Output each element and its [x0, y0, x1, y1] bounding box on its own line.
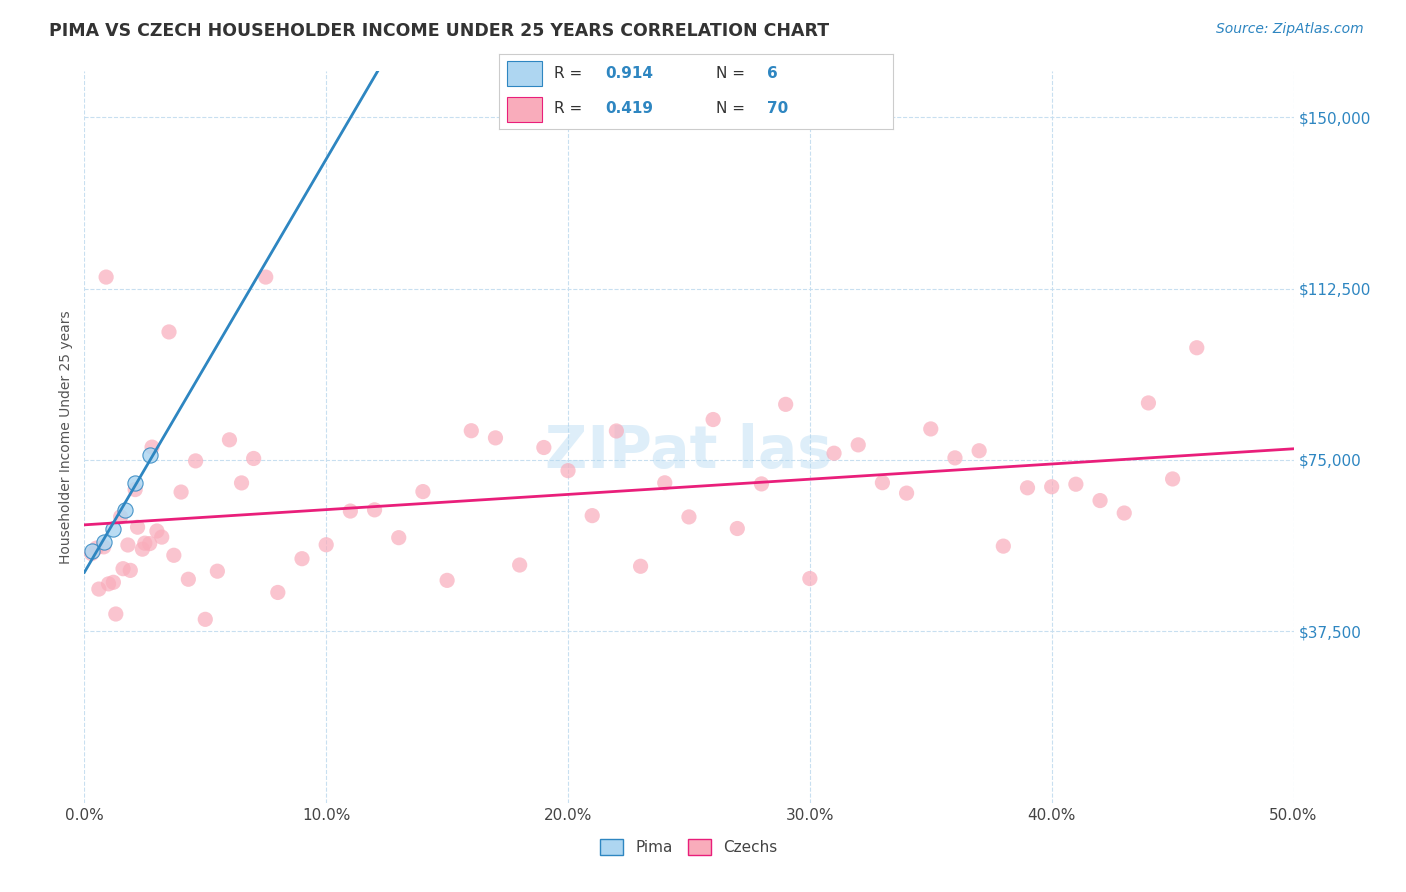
- Text: N =: N =: [716, 66, 749, 81]
- Point: [1185, 341, 1208, 355]
- Text: 0.419: 0.419: [606, 102, 654, 116]
- Point: [872, 475, 894, 490]
- Point: [163, 549, 186, 563]
- Point: [1114, 506, 1136, 520]
- Text: 0.914: 0.914: [606, 66, 654, 81]
- Point: [103, 575, 125, 590]
- Point: [654, 475, 676, 490]
- Point: [920, 422, 942, 436]
- Point: [605, 424, 627, 438]
- Point: [412, 484, 434, 499]
- Point: [630, 559, 652, 574]
- Point: [150, 530, 173, 544]
- Point: [1088, 493, 1111, 508]
- Point: [207, 564, 229, 578]
- Point: [110, 509, 132, 524]
- Point: [846, 438, 869, 452]
- Text: R =: R =: [554, 66, 588, 81]
- Point: [170, 485, 193, 500]
- Point: [124, 475, 146, 490]
- Point: [141, 440, 163, 454]
- Point: [896, 486, 918, 500]
- Point: [823, 446, 845, 460]
- Point: [388, 531, 411, 545]
- Point: [138, 448, 160, 462]
- Point: [104, 607, 127, 621]
- Point: [80, 544, 103, 558]
- Point: [1064, 477, 1087, 491]
- Point: [436, 574, 458, 588]
- Text: Source: ZipAtlas.com: Source: ZipAtlas.com: [1216, 22, 1364, 37]
- Point: [799, 572, 821, 586]
- Bar: [508, 62, 543, 87]
- Point: [124, 483, 146, 497]
- Point: [291, 551, 314, 566]
- Text: 6: 6: [766, 66, 778, 81]
- Point: [134, 536, 156, 550]
- Point: [1137, 396, 1160, 410]
- Point: [93, 535, 115, 549]
- Point: [943, 450, 966, 465]
- Text: ZIPat las: ZIPat las: [546, 423, 832, 480]
- Point: [339, 504, 361, 518]
- Legend: Pima, Czechs: Pima, Czechs: [595, 833, 783, 861]
- Point: [157, 325, 180, 339]
- Point: [138, 536, 160, 550]
- Point: [80, 547, 103, 561]
- Point: [702, 412, 724, 426]
- Point: [993, 539, 1015, 553]
- Point: [484, 431, 506, 445]
- Point: [254, 270, 277, 285]
- Point: [94, 270, 117, 285]
- Point: [112, 562, 135, 576]
- Point: [775, 397, 797, 411]
- Point: [131, 542, 153, 557]
- Point: [218, 433, 240, 447]
- Point: [184, 454, 207, 468]
- Point: [97, 577, 120, 591]
- Point: [127, 520, 149, 534]
- Point: [1017, 481, 1039, 495]
- Point: [267, 585, 290, 599]
- Point: [751, 476, 773, 491]
- Point: [146, 524, 169, 538]
- Point: [177, 572, 200, 586]
- Point: [242, 451, 264, 466]
- Point: [1040, 480, 1063, 494]
- Point: [114, 503, 136, 517]
- Point: [315, 538, 337, 552]
- Point: [533, 441, 555, 455]
- Text: N =: N =: [716, 102, 749, 116]
- Y-axis label: Householder Income Under 25 years: Householder Income Under 25 years: [59, 310, 73, 564]
- Point: [581, 508, 603, 523]
- Text: PIMA VS CZECH HOUSEHOLDER INCOME UNDER 25 YEARS CORRELATION CHART: PIMA VS CZECH HOUSEHOLDER INCOME UNDER 2…: [49, 22, 830, 40]
- Text: 70: 70: [766, 102, 789, 116]
- Point: [117, 538, 139, 552]
- Point: [678, 510, 700, 524]
- Point: [557, 464, 579, 478]
- Point: [86, 541, 108, 555]
- Point: [231, 475, 253, 490]
- Point: [194, 612, 217, 626]
- Bar: [508, 96, 543, 122]
- Point: [87, 582, 110, 596]
- Point: [725, 521, 748, 535]
- Point: [363, 503, 385, 517]
- Point: [103, 521, 125, 535]
- Point: [120, 563, 142, 577]
- Text: R =: R =: [554, 102, 588, 116]
- Point: [1161, 472, 1184, 486]
- Point: [509, 558, 531, 572]
- Point: [967, 443, 990, 458]
- Point: [93, 540, 115, 554]
- Point: [460, 424, 482, 438]
